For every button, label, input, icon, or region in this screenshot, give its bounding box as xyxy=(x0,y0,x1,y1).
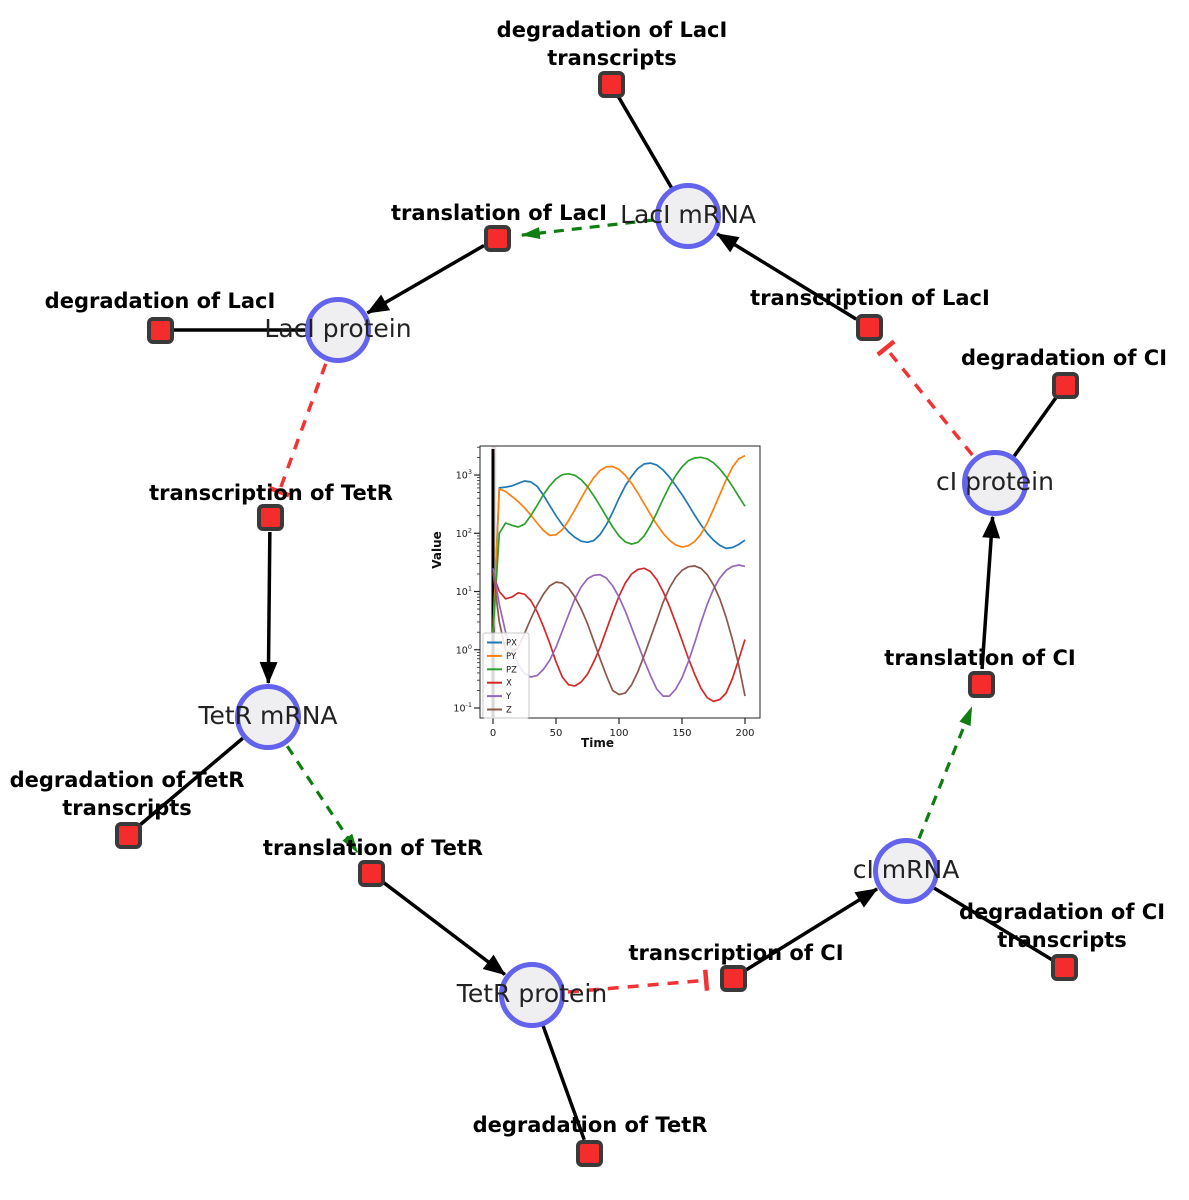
reaction-node-deg-tetr-transcripts[interactable] xyxy=(114,821,142,849)
edge-translation-ci-ci-protein xyxy=(980,515,1001,670)
chart-x-axis-label: Time xyxy=(581,736,614,750)
chart-series-PY xyxy=(492,454,746,633)
reaction-node-translation-laci[interactable] xyxy=(483,224,511,252)
chart-y-axis-label: Value xyxy=(430,531,444,569)
species-node-tetr-mrna[interactable] xyxy=(235,684,301,750)
chart-y-tick-label: 102 xyxy=(456,526,472,540)
species-node-ci-protein[interactable] xyxy=(962,450,1028,516)
reaction-node-transcription-tetr[interactable] xyxy=(256,503,284,531)
chart-y-tick-label: 103 xyxy=(456,468,472,482)
chart-series-X xyxy=(492,567,746,703)
reaction-node-deg-ci-transcripts[interactable] xyxy=(1050,953,1078,981)
edge-laci-protein-transcription-tetr xyxy=(268,363,328,498)
reaction-node-deg-ci[interactable] xyxy=(1051,371,1079,399)
species-node-laci-mrna[interactable] xyxy=(655,183,721,249)
edge-transcription-tetr-tetr-mrna xyxy=(259,531,278,685)
chart-y-tick-label: 10-1 xyxy=(453,701,472,715)
edge-translation-tetr-tetr-protein xyxy=(381,880,506,976)
chart-series-Z xyxy=(492,565,746,697)
reaction-node-deg-tetr[interactable] xyxy=(575,1139,603,1167)
edge-translation-laci-laci-protein xyxy=(366,243,485,315)
legend-label-PX: PX xyxy=(506,639,517,649)
chart-x-tick-label: 50 xyxy=(550,728,563,739)
edge-ci-mrna-translation-ci xyxy=(917,706,974,840)
edge-ci-mrna-deg-ci-transcripts xyxy=(933,886,1053,962)
chart-series-PZ xyxy=(492,456,746,633)
edge-tetr-mrna-deg-tetr-transcripts xyxy=(137,736,244,828)
chart-y-tick-label: 101 xyxy=(456,585,472,599)
legend-label-PZ: PZ xyxy=(506,665,517,675)
edge-ci-protein-transcription-laci xyxy=(876,339,974,457)
edge-transcription-laci-laci-mrna xyxy=(716,232,858,321)
reaction-node-deg-laci[interactable] xyxy=(146,316,174,344)
chart-x-tick-label: 150 xyxy=(672,728,691,739)
chart-series-PX xyxy=(492,462,746,633)
species-node-ci-mrna[interactable] xyxy=(873,838,939,904)
reaction-node-translation-tetr[interactable] xyxy=(357,859,385,887)
chart-y-tick-label: 100 xyxy=(456,643,472,657)
species-node-tetr-protein[interactable] xyxy=(499,962,565,1028)
edge-tetr-protein-transcription-ci xyxy=(567,969,710,994)
reaction-node-transcription-ci[interactable] xyxy=(719,964,747,992)
legend-label-X: X xyxy=(506,679,512,689)
chart-x-tick-label: 200 xyxy=(735,728,754,739)
reaction-node-translation-ci[interactable] xyxy=(967,670,995,698)
reaction-node-transcription-laci[interactable] xyxy=(855,313,883,341)
chart-axes-box xyxy=(479,445,761,719)
simulation-chart: 0 50 100 150 200 10-1 100 101 102 103 PX PY PZ X Y Z xyxy=(425,437,770,759)
edge-laci-mrna-translation-laci xyxy=(520,218,654,240)
legend-label-Z: Z xyxy=(506,706,512,716)
edge-ci-protein-deg-ci xyxy=(1012,395,1059,458)
edge-tetr-protein-deg-tetr xyxy=(541,1025,586,1141)
chart-x-tick-label: 100 xyxy=(609,728,628,739)
species-node-laci-protein[interactable] xyxy=(305,297,371,363)
edge-transcription-ci-ci-mrna xyxy=(744,887,879,972)
chart-x-tick-label: 0 xyxy=(490,728,496,739)
edge-laci-mrna-deg-laci-transcripts xyxy=(616,95,673,189)
chart-series-Y xyxy=(492,564,746,697)
legend-label-PY: PY xyxy=(506,652,517,662)
edge-tetr-mrna-translation-tetr xyxy=(285,745,359,854)
legend-label-Y: Y xyxy=(505,692,512,702)
reaction-node-deg-laci-transcripts[interactable] xyxy=(597,70,625,98)
